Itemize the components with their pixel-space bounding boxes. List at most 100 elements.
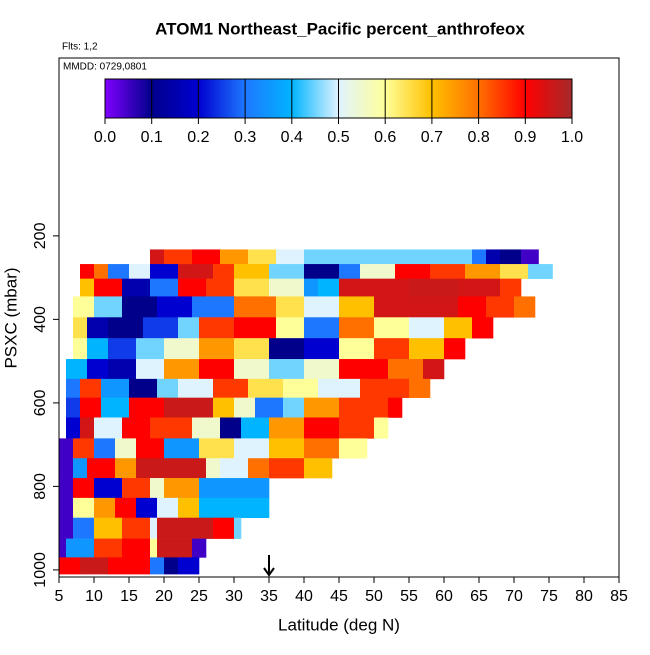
heat-cell	[101, 378, 130, 398]
heat-cell	[206, 458, 221, 479]
heat-cell	[136, 438, 165, 459]
heat-cell	[374, 338, 410, 360]
heat-cell	[465, 264, 501, 279]
arrow-head	[263, 567, 275, 577]
heat-cell	[276, 296, 305, 318]
heat-cell	[269, 458, 305, 479]
colorbar-tick-label: 1.0	[561, 129, 583, 146]
heat-cell	[94, 278, 123, 297]
heat-cell	[94, 417, 123, 439]
heat-cell	[80, 378, 102, 398]
heat-cell	[234, 278, 270, 297]
heat-cell	[339, 397, 389, 418]
heat-cell	[73, 517, 95, 539]
heat-cell	[94, 438, 116, 459]
heat-cell	[199, 478, 270, 499]
heat-cell	[192, 296, 235, 318]
heat-cell	[304, 249, 473, 265]
heat-cell	[234, 317, 277, 339]
heat-cell	[304, 264, 340, 279]
heat-cell	[220, 417, 242, 439]
heat-cell	[234, 359, 270, 380]
heat-cell	[234, 517, 242, 539]
heat-cell	[514, 296, 536, 318]
heat-cell	[283, 378, 319, 398]
heat-cell	[444, 338, 466, 360]
heat-cell	[73, 497, 95, 519]
heat-cell	[248, 249, 277, 265]
x-tick-label: 65	[470, 588, 488, 605]
heat-cell	[73, 458, 88, 479]
heat-cell	[157, 378, 179, 398]
heat-cell	[430, 296, 459, 318]
heat-cell	[136, 458, 207, 479]
heat-cell	[87, 338, 109, 360]
heat-cell	[444, 317, 473, 339]
heat-cell	[59, 478, 74, 499]
heat-cell	[500, 264, 529, 279]
heat-cell	[360, 264, 396, 279]
colorbar-tick-label: 0.7	[421, 129, 443, 146]
heat-cell	[122, 478, 151, 499]
heat-cell	[234, 338, 270, 360]
x-tick-label: 10	[85, 588, 103, 605]
heat-cell	[94, 264, 109, 279]
heat-cell	[339, 338, 375, 360]
heat-cell	[150, 278, 179, 297]
heat-cell	[59, 517, 74, 539]
chart-title: ATOM1 Northeast_Pacific percent_anthrofe…	[155, 19, 525, 38]
heat-cell	[94, 517, 123, 539]
y-axis-label: PSXC (mbar)	[1, 267, 20, 368]
heat-cell	[458, 278, 501, 297]
x-tick-label: 25	[190, 588, 208, 605]
heat-cell	[157, 296, 193, 318]
heat-cell	[486, 249, 501, 265]
heat-cell	[409, 378, 431, 398]
heat-cell	[409, 278, 459, 297]
heat-cell	[87, 359, 109, 380]
heat-cell	[73, 438, 95, 459]
heat-cell	[241, 417, 270, 439]
heat-cell	[164, 557, 179, 575]
heat-cell	[122, 417, 151, 439]
x-tick-label: 5	[55, 588, 64, 605]
heat-cell	[409, 338, 445, 360]
heat-cell	[339, 438, 368, 459]
heat-cell	[122, 278, 151, 297]
heat-cell	[248, 458, 270, 479]
heat-cell	[423, 359, 445, 380]
heat-cell	[150, 538, 158, 558]
heat-cell	[276, 249, 305, 265]
heat-cell	[80, 417, 95, 439]
heat-cell	[486, 296, 515, 318]
heat-cell	[80, 264, 95, 279]
heat-cell	[129, 378, 158, 398]
heat-cell	[164, 478, 200, 499]
heat-cell	[150, 417, 193, 439]
heat-cell	[409, 317, 445, 339]
heat-cell	[122, 296, 158, 318]
heat-cell	[73, 478, 95, 499]
heat-cell	[178, 497, 200, 519]
colorbar-tick-label: 0.2	[187, 129, 209, 146]
heat-cell	[150, 557, 165, 575]
heat-cell	[122, 538, 151, 558]
y-tick-label: 1000	[32, 552, 49, 588]
y-tick-label: 200	[32, 222, 49, 249]
heat-cell	[164, 249, 193, 265]
x-tick-label: 30	[225, 588, 243, 605]
heat-cell	[178, 264, 214, 279]
heat-cell	[129, 264, 151, 279]
heat-cell	[115, 497, 137, 519]
heat-cell	[255, 397, 284, 418]
heat-cell	[521, 249, 539, 265]
x-axis-label: Latitude (deg N)	[278, 615, 400, 634]
heat-cell	[234, 438, 270, 459]
heat-cell	[192, 538, 207, 558]
heat-cell	[87, 317, 109, 339]
x-tick-label: 70	[505, 588, 523, 605]
heat-cell	[164, 397, 214, 418]
heat-cell	[213, 264, 235, 279]
x-tick-label: 15	[120, 588, 138, 605]
heat-cell	[304, 438, 340, 459]
